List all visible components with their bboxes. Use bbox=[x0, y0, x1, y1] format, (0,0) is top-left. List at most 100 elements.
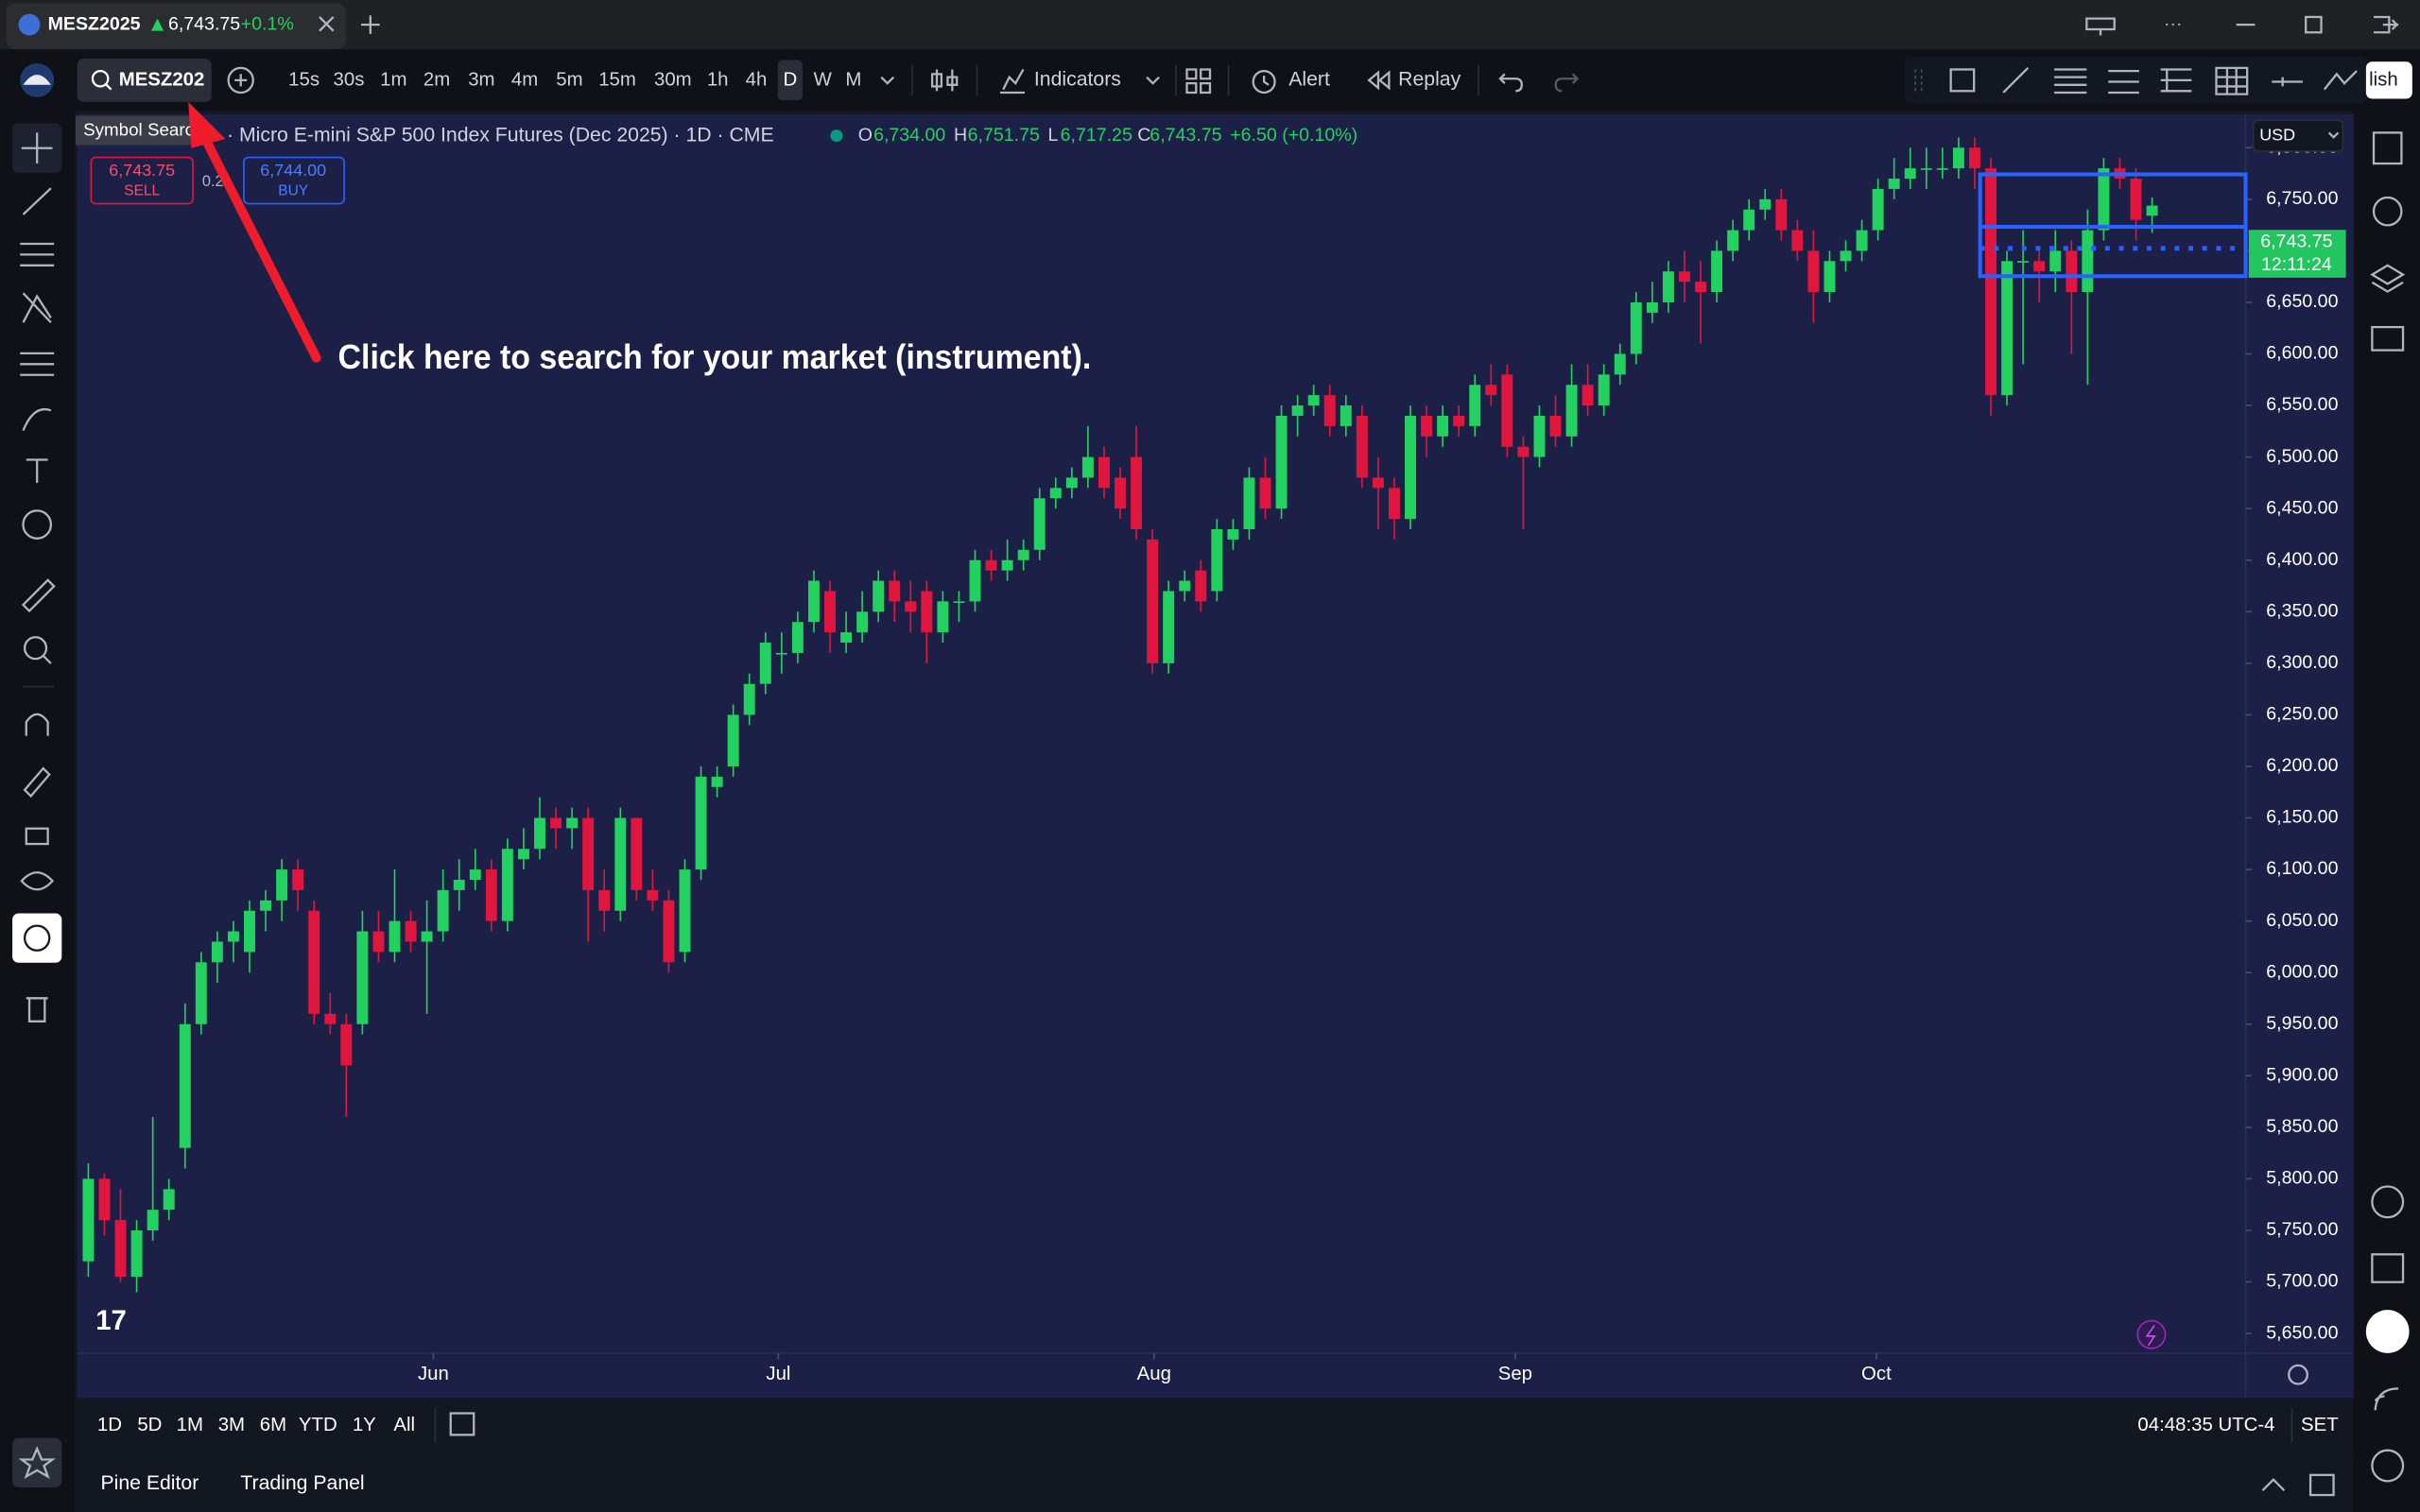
timeframe-button[interactable]: 3m bbox=[468, 69, 494, 90]
range-button[interactable]: YTD bbox=[299, 1415, 337, 1435]
hline-tool[interactable] bbox=[2272, 77, 2303, 87]
ruler-tool[interactable] bbox=[21, 578, 56, 613]
line-tool[interactable] bbox=[2002, 67, 2030, 94]
range-buttons: 1D 5D 1M 3M 6M YTD 1Y All bbox=[97, 1415, 415, 1435]
timeframe-button[interactable]: 1h bbox=[707, 69, 729, 90]
lightning-button[interactable] bbox=[2136, 1319, 2167, 1349]
chat-icon[interactable] bbox=[2371, 325, 2405, 352]
timeframe-button[interactable]: M bbox=[845, 69, 861, 90]
panel-maximize[interactable] bbox=[2308, 1473, 2335, 1497]
lock-tool[interactable] bbox=[25, 827, 49, 846]
publish-button[interactable] bbox=[2365, 61, 2412, 99]
drawn-box-lower[interactable] bbox=[1978, 224, 2248, 279]
range-button[interactable]: 3M bbox=[218, 1415, 245, 1435]
sell-button[interactable] bbox=[90, 156, 194, 205]
alert-icon[interactable] bbox=[1252, 69, 1276, 94]
panel-tab[interactable]: Trading Panel bbox=[240, 1472, 364, 1494]
replay-button[interactable]: Replay bbox=[1398, 69, 1461, 91]
replay-icon[interactable] bbox=[1367, 70, 1391, 91]
signal-icon[interactable] bbox=[2374, 1387, 2399, 1411]
panel-tab[interactable]: Pine Editor bbox=[100, 1472, 199, 1494]
emoji-tool[interactable] bbox=[22, 509, 53, 540]
brush-tool[interactable] bbox=[22, 408, 52, 431]
currency-select[interactable] bbox=[2252, 119, 2344, 152]
text-tool[interactable] bbox=[26, 458, 48, 484]
goto-date[interactable] bbox=[449, 1412, 475, 1436]
pitchfork-tool[interactable] bbox=[2160, 68, 2192, 93]
panel-expand[interactable] bbox=[2261, 1478, 2286, 1491]
apps-button[interactable] bbox=[2365, 1310, 2410, 1353]
redo[interactable] bbox=[1554, 73, 1580, 93]
candle-body bbox=[1920, 168, 1932, 170]
zoom-tool[interactable] bbox=[23, 636, 48, 661]
candle-body bbox=[1985, 168, 1996, 396]
range-button[interactable]: 1D bbox=[97, 1415, 122, 1435]
range-button[interactable]: 1Y bbox=[353, 1415, 376, 1435]
indicators-button[interactable]: Indicators bbox=[1034, 69, 1121, 91]
timeframe-button[interactable]: 15s bbox=[288, 69, 320, 90]
candle-body bbox=[98, 1178, 111, 1221]
timeframe-button[interactable]: 30m bbox=[654, 69, 692, 90]
watchlist-icon[interactable] bbox=[2372, 131, 2403, 165]
window-icon[interactable] bbox=[2085, 17, 2116, 36]
timeframe-button[interactable]: 5m bbox=[556, 69, 582, 90]
candle-body bbox=[1243, 477, 1255, 530]
layers-icon[interactable] bbox=[2370, 264, 2406, 293]
fib-left-tool[interactable] bbox=[20, 242, 55, 266]
rect-tool[interactable] bbox=[1949, 68, 1976, 93]
compare-button[interactable] bbox=[227, 66, 254, 94]
timeframe-button[interactable]: 1m bbox=[380, 69, 406, 90]
layouts-icon[interactable] bbox=[1185, 68, 1212, 94]
session[interactable]: SET bbox=[2301, 1415, 2339, 1435]
indicators-icon[interactable] bbox=[999, 68, 1026, 94]
globe-tool[interactable] bbox=[12, 913, 62, 963]
timeframe-button[interactable]: 2m bbox=[424, 69, 450, 90]
timeframe-button[interactable]: W bbox=[814, 69, 833, 90]
alerts-icon[interactable] bbox=[2372, 196, 2403, 227]
calendar-icon[interactable] bbox=[2371, 1253, 2405, 1283]
timeframe-button[interactable]: D bbox=[784, 69, 798, 90]
exit[interactable] bbox=[2374, 15, 2399, 34]
prediction-tool[interactable] bbox=[20, 352, 55, 376]
trend-line-tool[interactable] bbox=[22, 187, 52, 215]
buy-button[interactable] bbox=[243, 156, 345, 205]
maximize[interactable] bbox=[2305, 15, 2323, 34]
trend-tool[interactable] bbox=[2323, 70, 2358, 91]
alert-button[interactable]: Alert bbox=[1288, 69, 1330, 91]
range-button[interactable]: 5D bbox=[137, 1415, 162, 1435]
timeframe-caret[interactable] bbox=[880, 76, 895, 85]
trash-tool[interactable] bbox=[26, 997, 48, 1022]
help-icon[interactable] bbox=[2371, 1449, 2405, 1483]
magnet-tool[interactable] bbox=[25, 713, 49, 736]
tab-close[interactable] bbox=[319, 16, 335, 32]
browser-tab[interactable] bbox=[6, 3, 346, 50]
candle-body bbox=[389, 920, 401, 953]
indicators-caret[interactable] bbox=[1146, 76, 1160, 85]
target-icon[interactable] bbox=[2371, 1185, 2405, 1219]
timeframe-button[interactable]: 4h bbox=[746, 69, 768, 90]
candle-body bbox=[598, 889, 611, 911]
timeframe-button[interactable]: 15m bbox=[598, 69, 636, 90]
range-button[interactable]: 1M bbox=[177, 1415, 203, 1435]
y-tick-label: 6,100.00 bbox=[2266, 858, 2338, 879]
timeframe-button[interactable]: 4m bbox=[511, 69, 538, 90]
chart-type-icon[interactable] bbox=[930, 69, 959, 92]
clock[interactable]: 04:48:35 UTC-4 bbox=[2137, 1415, 2274, 1435]
timeframe-button[interactable]: 30s bbox=[334, 69, 365, 90]
channel-tool[interactable] bbox=[2108, 69, 2139, 94]
candle-body bbox=[1791, 230, 1804, 251]
pattern-tool[interactable] bbox=[22, 292, 52, 324]
more-icon[interactable]: ··· bbox=[2164, 13, 2183, 34]
grid-tool[interactable] bbox=[2215, 66, 2249, 95]
stay-drawing-tool[interactable] bbox=[23, 766, 51, 799]
range-button[interactable]: All bbox=[393, 1415, 415, 1435]
axis-settings[interactable] bbox=[2288, 1364, 2308, 1385]
fib-tool[interactable] bbox=[2054, 68, 2087, 94]
undo[interactable] bbox=[1498, 73, 1523, 93]
drag-handle[interactable] bbox=[1914, 69, 1923, 93]
watchlist-star[interactable] bbox=[12, 1437, 62, 1487]
hide-tool[interactable] bbox=[20, 871, 55, 891]
new-tab[interactable] bbox=[361, 15, 380, 34]
range-button[interactable]: 6M bbox=[260, 1415, 286, 1435]
symbol-search-button[interactable] bbox=[77, 59, 212, 102]
